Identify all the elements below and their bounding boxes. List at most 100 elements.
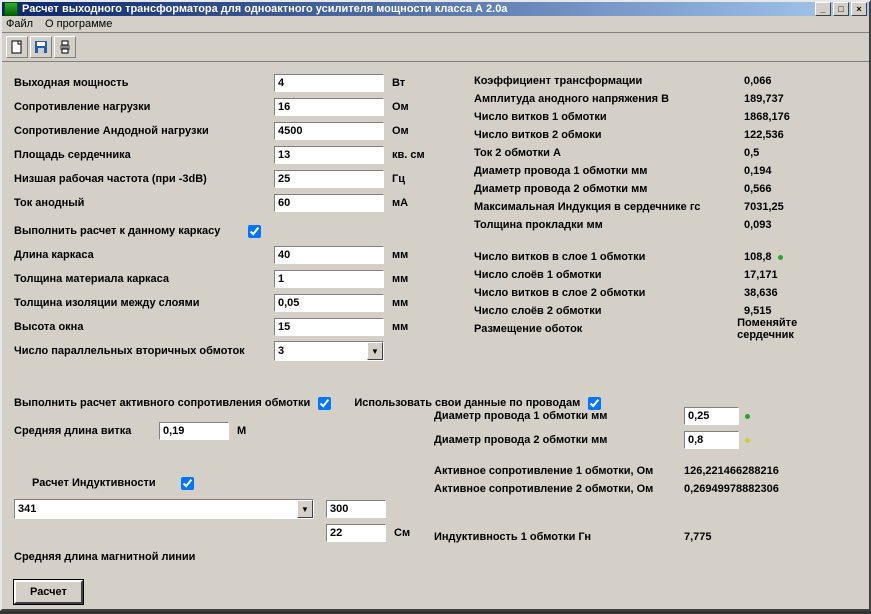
out-label: Максимальная Индукция в сердечнике гс [474,201,744,213]
label-parsec: Число параллельных вторичных обмоток [14,345,274,357]
unit-winh: мм [392,321,432,333]
toolbar [2,33,869,62]
out-value: 189,737 [744,93,784,105]
unit-anoderes: Ом [392,125,432,137]
label-lowfreq: Низшая рабочая частота (при -3dB) [14,173,274,185]
out-label: Амплитуда анодного напряжения В [474,93,744,105]
maximize-button[interactable]: □ [833,2,849,16]
menubar: Файл О программе [2,16,869,33]
out-label: Число витков в слое 2 обмотки [474,287,744,299]
input-loadres[interactable] [274,98,384,116]
menu-file[interactable]: Файл [6,18,33,30]
combo-parsec[interactable]: 3▼ [274,341,384,361]
input-framelen[interactable] [274,246,384,264]
menu-about[interactable]: О программе [45,18,112,30]
unit-anodecur: мА [392,197,432,209]
label-activeres: Выполнить расчет активного сопротивления… [14,397,310,409]
combo-parsec-value: 3 [278,345,284,357]
out-label: Число витков 2 обмоки [474,129,744,141]
out-value: 9,515 [744,305,772,317]
combo-core-value: 341 [18,503,36,515]
input-wire2[interactable] [684,431,739,449]
app-window: Расчет выходного трансформатора для одно… [0,0,871,611]
input-wire1[interactable] [684,407,739,425]
save-button[interactable] [30,36,52,58]
unit-power: Вт [392,77,432,89]
out-value: 17,171 [744,269,778,281]
input-corearea[interactable] [274,146,384,164]
out-value: 0,5 [744,147,759,159]
results-block-2: Число витков в слое 1 обмотки108,8 Число… [474,248,854,338]
out-label: Число слоёв 2 обмотки [474,305,744,317]
out-value: 122,536 [744,129,784,141]
titlebar[interactable]: Расчет выходного трансформатора для одно… [2,2,869,16]
checkbox-inductcalc[interactable] [181,477,194,490]
label-avgturn: Средняя длина витка [14,425,159,437]
out-label: Активное сопротивление 1 обмотки, Ом [434,465,684,477]
out-label: Толщина прокладки мм [474,219,744,231]
label-magline: Средняя длина магнитной линии [14,551,195,563]
results-block-3: Диаметр провода 1 обмотки мм Диаметр про… [434,404,854,546]
out-value: 38,636 [744,287,778,299]
out-value: 0,566 [744,183,772,195]
input-anodecur[interactable] [274,194,384,212]
app-icon [4,2,18,16]
label-winh: Высота окна [14,321,274,333]
print-button[interactable] [54,36,76,58]
chevron-down-icon: ▼ [297,500,313,518]
out-value: 7031,25 [744,201,784,213]
new-button[interactable] [6,36,28,58]
print-icon [58,40,72,54]
close-button[interactable]: × [851,2,867,16]
input-winh[interactable] [274,318,384,336]
status-dot-icon [745,438,750,443]
input-insul[interactable] [274,294,384,312]
status-dot-icon [778,255,783,260]
out-label: Активное сопротивление 2 обмотки, Ом [434,483,684,495]
out-value: 108,8 [744,251,772,263]
label-inductcalc: Расчет Индуктивности [32,477,177,489]
out-value: 1868,176 [744,111,790,123]
label-anoderes: Сопротивление Андодной нагрузки [14,125,274,137]
minimize-button[interactable]: _ [815,2,831,16]
unit-insul: мм [392,297,432,309]
out-value: Поменяйте сердечник [737,317,854,341]
label-loadres: Сопротивление нагрузки [14,101,274,113]
unit-corearea: кв. см [392,149,432,161]
out-label: Коэффициент трансформации [474,75,744,87]
combo-core[interactable]: 341 ▼ [14,499,314,519]
out-value: 0,093 [744,219,772,231]
label-framemat: Толщина материала каркаса [14,273,274,285]
out-label: Размещение оботок [474,323,737,335]
checkbox-framecalc[interactable] [248,225,261,238]
label-corearea: Площадь сердечника [14,149,274,161]
window-title: Расчет выходного трансформатора для одно… [22,3,815,15]
out-label: Ток 2 обмотки А [474,147,744,159]
out-label: Число слоёв 1 обмотки [474,269,744,281]
unit-framelen: мм [392,249,432,261]
out-value: 126,221466288216 [684,465,779,477]
input-lowfreq[interactable] [274,170,384,188]
out-label: Диаметр провода 2 обмотки мм [474,183,744,195]
label-wire2: Диаметр провода 2 обмотки мм [434,434,684,446]
unit-num2: См [394,527,434,539]
label-framelen: Длина каркаса [14,249,274,261]
unit-avgturn: М [237,425,277,437]
status-dot-icon [745,414,750,419]
out-label: Число витков в слое 1 обмотки [474,251,744,263]
input-framemat[interactable] [274,270,384,288]
label-insul: Толщина изоляции между слоями [14,297,274,309]
input-power[interactable] [274,74,384,92]
out-value: 0,066 [744,75,772,87]
input-num1[interactable] [326,500,386,518]
out-label: Число витков 1 обмотки [474,111,744,123]
unit-framemat: мм [392,273,432,285]
new-icon [10,40,24,54]
input-anoderes[interactable] [274,122,384,140]
calculate-button[interactable]: Расчет [14,580,83,604]
input-num2[interactable] [326,524,386,542]
label-framecalc: Выполнить расчет к данному каркасу [14,225,244,237]
out-value: 7,775 [684,531,712,543]
checkbox-activeres[interactable] [318,397,331,410]
input-avgturn[interactable] [159,422,229,440]
